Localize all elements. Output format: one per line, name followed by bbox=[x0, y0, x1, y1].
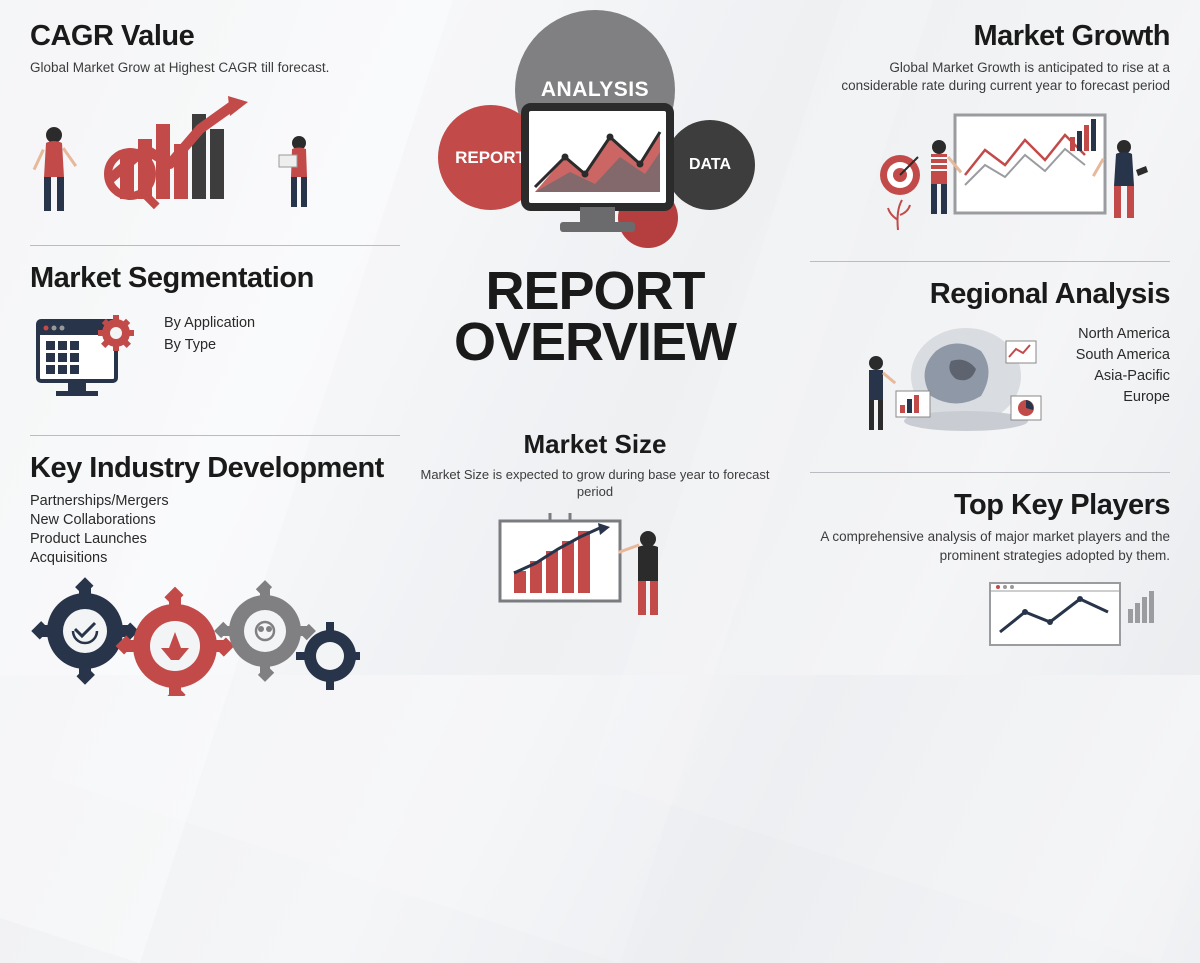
key-dev-item: Partnerships/Mergers bbox=[30, 493, 400, 509]
top-players-section: Top Key Players A comprehensive analysis… bbox=[810, 489, 1170, 656]
market-size-sub: Market Size is expected to grow during b… bbox=[410, 466, 780, 501]
divider bbox=[810, 472, 1170, 473]
top-players-illustration bbox=[810, 577, 1170, 657]
regional-illustration bbox=[856, 321, 1056, 446]
region-item: Asia-Pacific bbox=[1076, 368, 1170, 384]
segmentation-section: Market Segmentation bbox=[30, 262, 400, 409]
segmentation-title: Market Segmentation bbox=[30, 262, 400, 295]
gears-illustration bbox=[30, 576, 400, 686]
segmentation-item: By Type bbox=[164, 337, 255, 353]
growth-illustration bbox=[810, 105, 1170, 235]
market-size-illustration bbox=[410, 513, 780, 623]
segmentation-icon bbox=[30, 309, 140, 404]
key-dev-list: Partnerships/Mergers New Collaborations … bbox=[30, 493, 400, 566]
cagr-section: CAGR Value Global Market Grow at Highest… bbox=[30, 20, 400, 219]
divider bbox=[810, 261, 1170, 262]
center-column: ANALYSIS REPORT DATA REPORT OVERVIEW Mar… bbox=[410, 10, 780, 623]
market-size-title: Market Size bbox=[410, 429, 780, 460]
region-item: South America bbox=[1076, 347, 1170, 363]
top-players-sub: A comprehensive analysis of major market… bbox=[810, 528, 1170, 564]
cagr-illustration bbox=[30, 89, 400, 219]
left-column: CAGR Value Global Market Grow at Highest… bbox=[30, 20, 400, 712]
region-item: North America bbox=[1076, 326, 1170, 342]
monitor-icon bbox=[520, 102, 675, 237]
segmentation-item: By Application bbox=[164, 315, 255, 331]
region-list: North America South America Asia-Pacific… bbox=[1076, 321, 1170, 410]
key-dev-item: New Collaborations bbox=[30, 512, 400, 528]
market-size-section: Market Size Market Size is expected to g… bbox=[410, 429, 780, 623]
key-dev-item: Product Launches bbox=[30, 531, 400, 547]
growth-title: Market Growth bbox=[810, 20, 1170, 53]
cagr-title: CAGR Value bbox=[30, 20, 400, 53]
growth-sub: Global Market Growth is anticipated to r… bbox=[810, 59, 1170, 95]
regional-section: Regional Analysis bbox=[810, 278, 1170, 446]
cagr-sub: Global Market Grow at Highest CAGR till … bbox=[30, 59, 400, 77]
key-dev-title: Key Industry Development bbox=[30, 452, 400, 485]
hero-title: REPORT OVERVIEW bbox=[410, 266, 780, 369]
bubble-data: DATA bbox=[665, 120, 755, 210]
right-column: Market Growth Global Market Growth is an… bbox=[810, 20, 1170, 683]
segmentation-list: By Application By Type bbox=[164, 309, 255, 359]
divider bbox=[30, 435, 400, 436]
hero-graphic: ANALYSIS REPORT DATA bbox=[410, 10, 780, 260]
key-dev-item: Acquisitions bbox=[30, 550, 400, 566]
key-dev-section: Key Industry Development Partnerships/Me… bbox=[30, 452, 400, 686]
top-players-title: Top Key Players bbox=[810, 489, 1170, 522]
region-item: Europe bbox=[1076, 389, 1170, 405]
divider bbox=[30, 245, 400, 246]
regional-title: Regional Analysis bbox=[810, 278, 1170, 311]
growth-section: Market Growth Global Market Growth is an… bbox=[810, 20, 1170, 235]
